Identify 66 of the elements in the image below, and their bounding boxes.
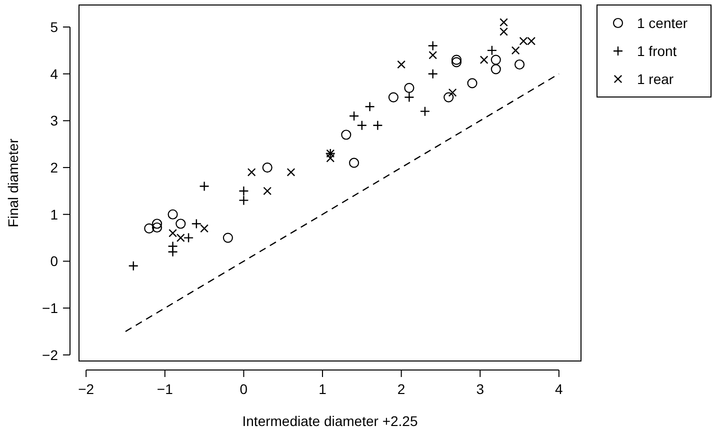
point — [486, 45, 498, 56]
point — [263, 186, 272, 196]
point — [238, 186, 249, 196]
y-tick-label: −2 — [42, 346, 58, 363]
x-tick-label: 2 — [397, 381, 406, 397]
point — [152, 218, 162, 229]
point — [490, 54, 501, 65]
point — [514, 59, 525, 70]
point — [451, 57, 462, 68]
y-tick-label: 0 — [50, 253, 58, 270]
point — [128, 260, 138, 272]
point — [404, 82, 414, 93]
point — [364, 102, 375, 112]
point — [152, 222, 162, 233]
point — [388, 92, 398, 102]
point — [428, 50, 438, 60]
x-tick-label: 1 — [318, 381, 327, 397]
y-tick-label: 2 — [50, 159, 58, 176]
point — [222, 232, 233, 243]
x-tick-label: 0 — [240, 381, 248, 397]
point — [356, 120, 368, 130]
x-tick-label: −2 — [78, 381, 94, 397]
point — [467, 78, 478, 88]
point — [490, 64, 501, 74]
point — [428, 40, 438, 51]
point — [191, 218, 202, 229]
point — [199, 181, 210, 192]
y-tick-label: 3 — [50, 112, 58, 129]
x-tick-label: −1 — [156, 381, 174, 397]
point — [397, 60, 406, 69]
point — [168, 228, 177, 238]
point — [448, 88, 457, 97]
point — [176, 234, 185, 242]
point — [348, 158, 360, 168]
point — [480, 56, 488, 64]
point — [444, 92, 454, 102]
y-tick-label: −1 — [42, 300, 58, 316]
y-tick-label: 5 — [50, 18, 58, 35]
point — [286, 168, 296, 176]
y-tick-label: 1 — [50, 206, 58, 222]
x-axis-title: Intermediate diameter +2.25 — [242, 413, 418, 429]
point — [451, 54, 462, 65]
point — [183, 232, 194, 243]
point — [348, 110, 360, 122]
point — [511, 46, 520, 55]
point — [238, 195, 249, 206]
point — [168, 209, 178, 220]
legend-label: 1 rear — [637, 70, 674, 87]
x-tick-label: 3 — [476, 381, 484, 397]
legend-label: 1 center — [637, 14, 688, 31]
point — [200, 224, 209, 233]
point — [500, 28, 508, 36]
point — [420, 106, 430, 116]
legend-label: 1 front — [637, 42, 677, 59]
point — [428, 68, 438, 79]
point — [262, 162, 272, 173]
point — [341, 130, 352, 140]
y-axis-title: Final diameter — [5, 138, 21, 228]
x-tick-label: 4 — [555, 381, 564, 397]
point — [372, 120, 383, 130]
point — [500, 18, 508, 27]
point — [144, 223, 154, 234]
y-tick-label: 4 — [50, 66, 58, 82]
point — [247, 168, 256, 176]
point — [404, 92, 414, 102]
point — [176, 218, 186, 229]
